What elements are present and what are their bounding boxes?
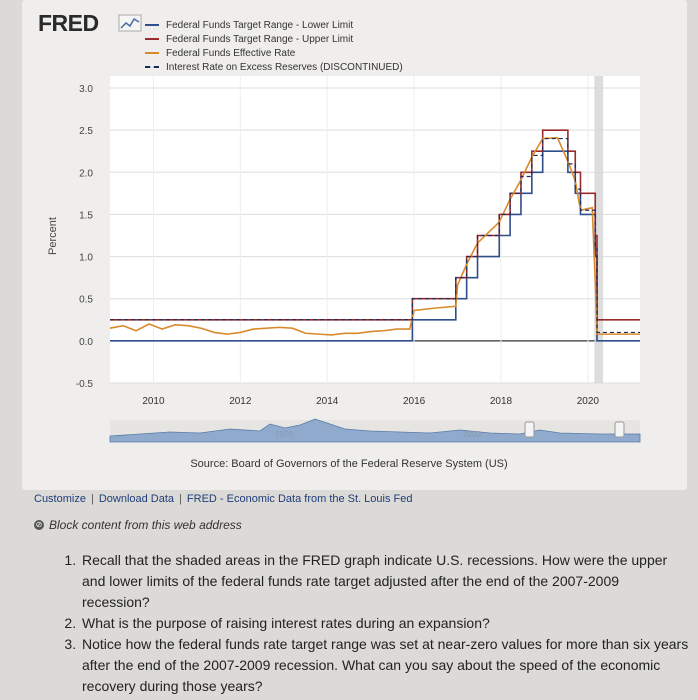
question-item: Recall that the shaded areas in the FRED… xyxy=(80,550,690,613)
y-tick-label: 1.0 xyxy=(79,253,93,264)
range-navigator[interactable]: 1970 2000 xyxy=(109,418,641,443)
link-separator: | xyxy=(179,493,182,505)
navigator-handle-left[interactable] xyxy=(524,421,535,438)
series-line-3 xyxy=(109,136,640,336)
legend-label: Federal Funds Target Range - Upper Limit xyxy=(166,33,354,45)
x-tick-label: 2012 xyxy=(229,396,252,407)
grid-lines xyxy=(110,76,640,384)
x-axis-ticks: 2010 2012 2014 2016 2018 2020 xyxy=(142,396,599,407)
chart-legend: Federal Funds Target Range - Lower Limit… xyxy=(145,18,403,74)
recession-shading xyxy=(594,76,604,383)
series-line-2 xyxy=(110,129,640,321)
chart-series xyxy=(109,129,640,342)
y-axis-ticks: 3.0 2.5 2.0 1.5 1.0 0.5 0.0 -0.5 xyxy=(76,84,94,390)
x-tick-label: 2020 xyxy=(577,396,600,407)
y-tick-label: -0.5 xyxy=(76,379,94,390)
y-tick-label: 3.0 xyxy=(79,84,93,95)
recession-bar xyxy=(594,76,604,383)
x-tick-label: 2014 xyxy=(316,396,339,407)
legend-swatch xyxy=(145,38,159,40)
block-icon: ⊘ xyxy=(34,520,44,530)
customize-link[interactable]: Customize xyxy=(34,493,86,505)
fred-logo-graph-icon xyxy=(118,14,142,32)
plot-background xyxy=(110,76,640,383)
block-content-option[interactable]: ⊘ Block content from this web address xyxy=(34,518,242,532)
legend-swatch xyxy=(145,24,159,26)
y-tick-label: 2.0 xyxy=(79,168,93,179)
y-tick-label: 0.5 xyxy=(79,295,93,306)
legend-label: Federal Funds Target Range - Lower Limit xyxy=(166,19,354,31)
navigator-label-1970: 1970 xyxy=(275,430,293,439)
legend-label: Federal Funds Effective Rate xyxy=(166,47,296,59)
y-tick-label: 1.5 xyxy=(79,210,93,221)
y-tick-label: 2.5 xyxy=(79,126,93,137)
download-data-link[interactable]: Download Data xyxy=(98,493,175,505)
y-tick-label: 0.0 xyxy=(79,337,93,348)
chart-plot[interactable]: Percent 3.02.52.01.51.00.50.0-0.5 2010 20… xyxy=(0,0,698,490)
legend-entry-upper-limit[interactable]: Federal Funds Target Range - Upper Limit xyxy=(145,32,403,46)
question-item: What is the purpose of raising interest … xyxy=(80,613,690,634)
x-tick-label: 2018 xyxy=(490,396,513,407)
link-separator: | xyxy=(90,493,94,505)
legend-swatch xyxy=(145,52,159,54)
navigator-handle-right[interactable] xyxy=(614,421,625,438)
block-note-text: Block content from this web address xyxy=(49,518,242,532)
legend-entry-effective-rate[interactable]: Federal Funds Effective Rate xyxy=(145,46,403,60)
fred-home-link[interactable]: FRED - Economic Data from the St. Louis … xyxy=(186,493,413,505)
legend-label: Interest Rate on Excess Reserves (DISCON… xyxy=(166,61,403,73)
legend-swatch xyxy=(145,66,159,68)
y-axis-label: Percent xyxy=(47,217,59,255)
navigator-area xyxy=(109,418,641,443)
legend-entry-lower-limit[interactable]: Federal Funds Target Range - Lower Limit xyxy=(145,18,403,32)
question-list: Recall that the shaded areas in the FRED… xyxy=(56,550,690,697)
x-tick-label: 2010 xyxy=(142,396,165,407)
chart-source: Source: Board of Governors of the Federa… xyxy=(190,458,508,470)
question-item: Notice how the federal funds rate target… xyxy=(80,634,690,697)
series-line-1 xyxy=(110,150,640,342)
legend-entry-excess-reserves[interactable]: Interest Rate on Excess Reserves (DISCON… xyxy=(145,60,403,74)
x-tick-label: 2016 xyxy=(403,396,426,407)
chart-links: Customize | Download Data | FRED - Economic … xyxy=(34,493,413,505)
fred-logo[interactable]: FRED xyxy=(38,10,99,36)
navigator-label-2000: 2000 xyxy=(463,430,481,439)
